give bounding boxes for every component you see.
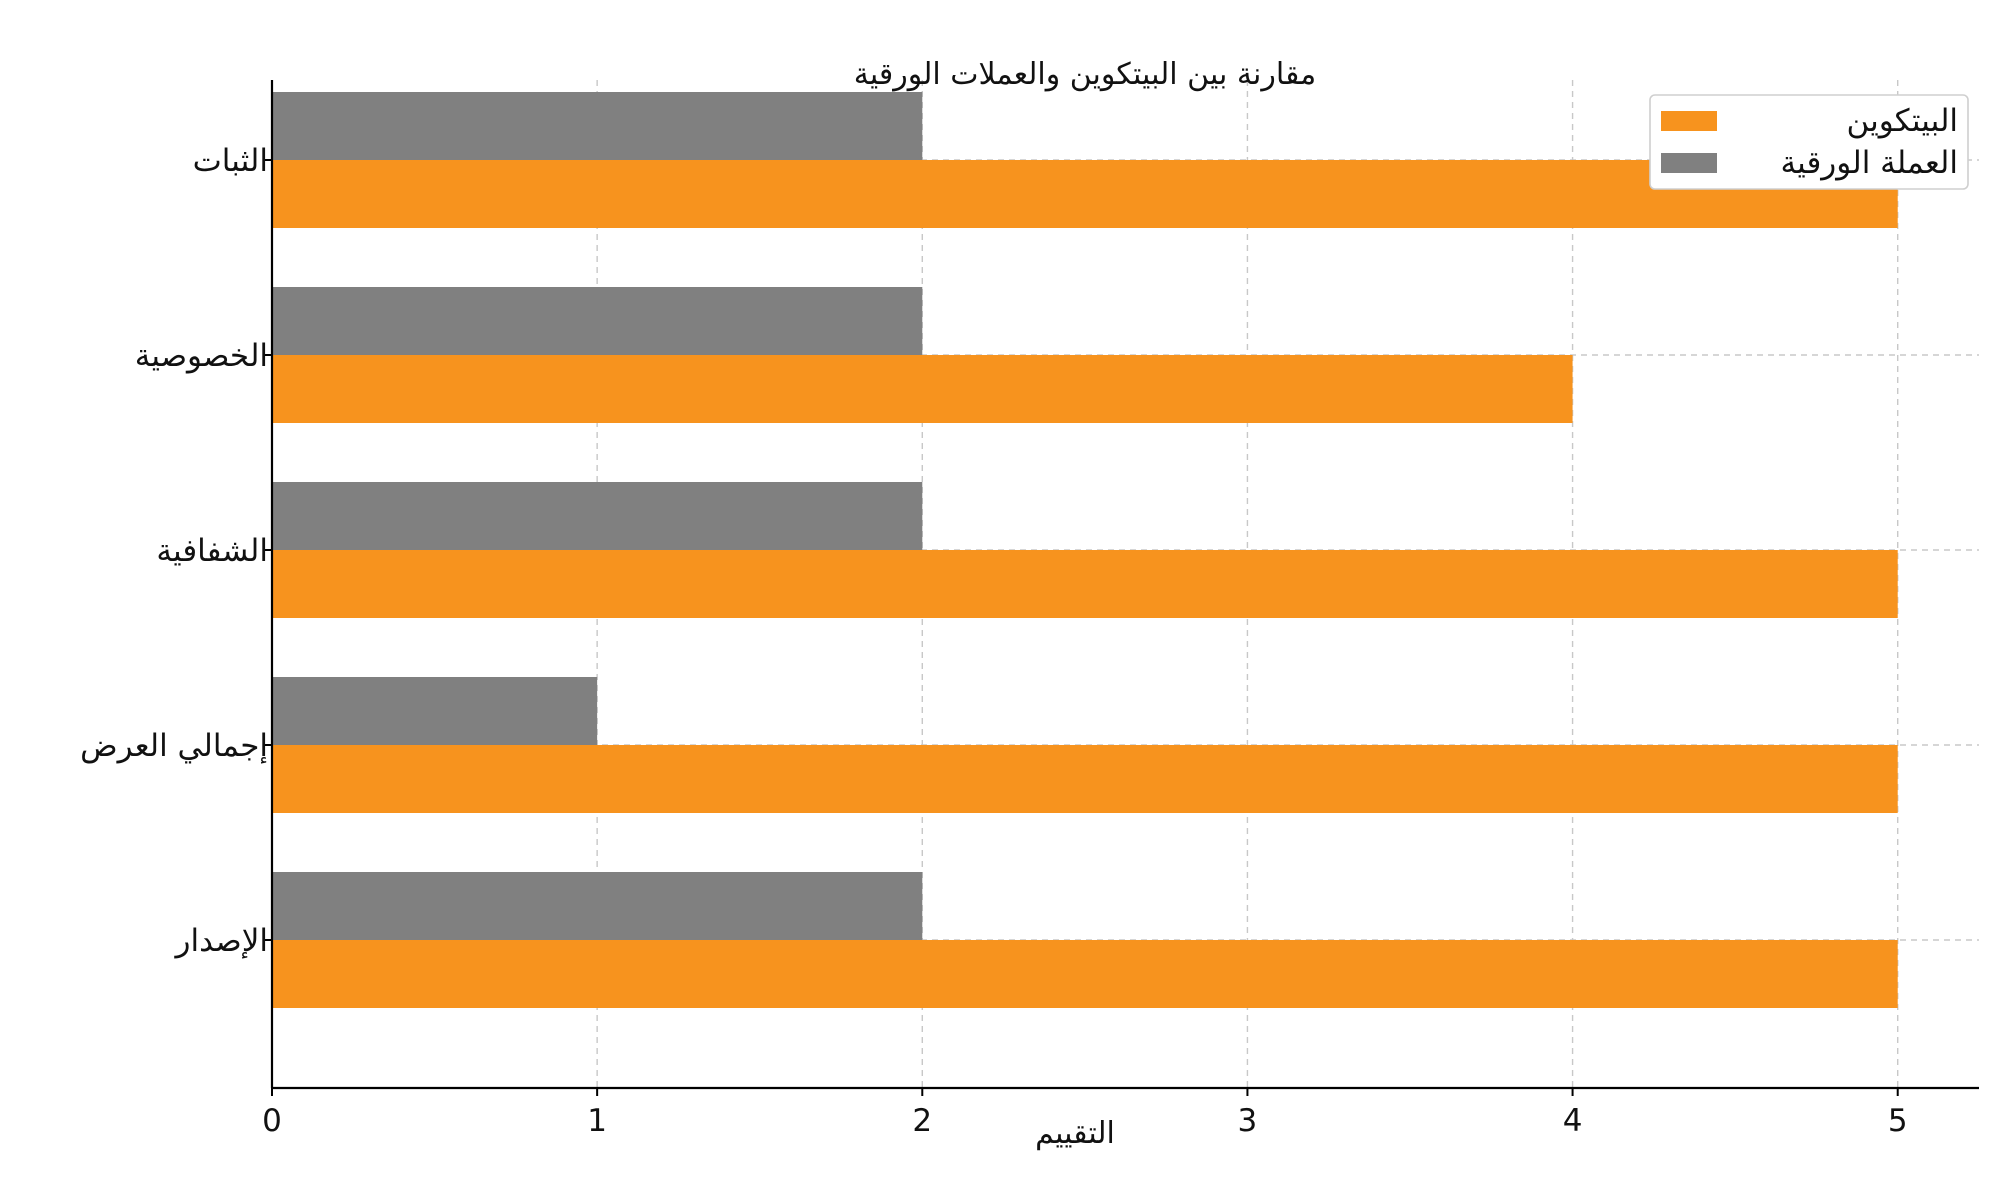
bar-paper-currency-5 (272, 872, 923, 940)
legend-label: البيتكوين (1847, 103, 1958, 139)
x-tick-label: 4 (1563, 1103, 1583, 1139)
axes (270, 80, 1979, 1090)
x-tick-label: 5 (1888, 1103, 1908, 1139)
bar-bitcoin-2 (272, 355, 1573, 423)
category-label: الخصوصية (135, 338, 268, 374)
bar-bitcoin-3 (272, 550, 1898, 618)
x-tick-label: 0 (262, 1103, 282, 1139)
category-label: إجمالي العرض (80, 728, 268, 764)
legend-frame (1649, 94, 1969, 190)
x-tick-label: 3 (1238, 1103, 1258, 1139)
category-label: الإصدار (174, 923, 268, 959)
x-tick-label: 1 (587, 1103, 607, 1139)
bar-bitcoin-4 (272, 745, 1898, 813)
bar-bitcoin-1 (272, 160, 1898, 228)
bars (272, 92, 1898, 1008)
legend-swatch-bitcoin (1661, 111, 1717, 131)
legend-items: البيتكوين العملة الورقية (1661, 103, 1958, 181)
bar-paper-currency-2 (272, 287, 923, 355)
bar-paper-currency-3 (272, 482, 923, 550)
bar-bitcoin-5 (272, 940, 1898, 1008)
legend: البيتكوين العملة الورقية (1649, 94, 1969, 190)
x-ticks: 0 1 2 3 4 5 (262, 1088, 1908, 1139)
bar-paper-currency-4 (272, 677, 598, 745)
legend-label: العملة الورقية (1780, 145, 1958, 181)
x-axis-title: التقييم (1035, 1116, 1115, 1151)
legend-swatch-paper-currency (1661, 153, 1717, 173)
category-label: الشفافية (156, 533, 268, 569)
x-tick-label: 2 (912, 1103, 932, 1139)
chart-title: مقارنة بين البيتكوين والعملات الورقية (854, 57, 1316, 92)
category-labels: الثبات الخصوصية الشفافية إجمالي العرض الإصدا… (80, 143, 272, 959)
category-label: الثبات (193, 143, 268, 179)
bar-paper-currency-1 (272, 92, 923, 160)
